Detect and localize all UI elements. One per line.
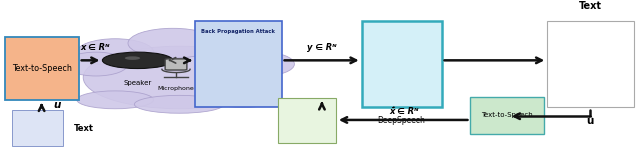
- FancyBboxPatch shape: [278, 98, 336, 143]
- Ellipse shape: [128, 28, 218, 58]
- Ellipse shape: [198, 37, 275, 62]
- Ellipse shape: [64, 52, 128, 76]
- Text: Text: Text: [579, 1, 602, 11]
- FancyBboxPatch shape: [470, 97, 544, 134]
- Text: Microphone: Microphone: [157, 86, 195, 91]
- Text: y ∈ Rᴺ: y ∈ Rᴺ: [307, 43, 337, 52]
- Ellipse shape: [205, 89, 282, 107]
- Text: û: û: [586, 116, 594, 126]
- Ellipse shape: [77, 91, 154, 109]
- Text: Speaker: Speaker: [124, 80, 152, 86]
- FancyBboxPatch shape: [5, 37, 79, 100]
- Circle shape: [125, 56, 140, 60]
- Text: Back Propagation Attack: Back Propagation Attack: [202, 29, 275, 34]
- Circle shape: [102, 52, 173, 69]
- Text: Text: Text: [74, 124, 94, 133]
- Ellipse shape: [77, 39, 154, 66]
- FancyBboxPatch shape: [12, 110, 63, 146]
- Ellipse shape: [134, 95, 224, 113]
- Ellipse shape: [83, 46, 275, 109]
- Text: ẋ̂ ∈ Rᴺ: ẋ̂ ∈ Rᴺ: [390, 107, 419, 116]
- FancyBboxPatch shape: [165, 59, 187, 70]
- Text: DeepSpeech: DeepSpeech: [378, 116, 426, 125]
- Text: x ∈ Rᴺ: x ∈ Rᴺ: [80, 43, 109, 52]
- Ellipse shape: [230, 52, 294, 76]
- Text: Text-to-Speech: Text-to-Speech: [481, 112, 533, 118]
- FancyBboxPatch shape: [195, 21, 282, 107]
- Text: Text-to-Speech: Text-to-Speech: [12, 64, 72, 73]
- FancyBboxPatch shape: [547, 21, 634, 107]
- FancyBboxPatch shape: [362, 21, 442, 107]
- Text: u: u: [53, 100, 61, 110]
